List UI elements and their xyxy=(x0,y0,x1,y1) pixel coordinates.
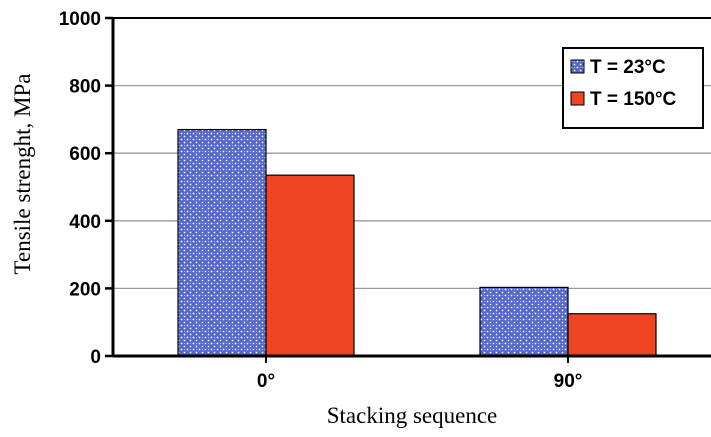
bar-series-2-2 xyxy=(567,313,657,357)
legend: T = 23°C T = 150°C xyxy=(562,47,704,129)
x-tick-label: 0° xyxy=(257,371,275,392)
bar-series-2-1 xyxy=(265,174,355,357)
legend-label-1: T = 23°C xyxy=(590,57,666,78)
legend-swatch-2 xyxy=(570,91,585,106)
x-tick-label: 90° xyxy=(554,371,583,392)
y-tick-label: 800 xyxy=(69,77,101,98)
legend-box xyxy=(562,47,704,129)
y-tick-label: 1000 xyxy=(59,9,101,30)
plot-area: 0 200 400 600 800 1000 0° 90° xyxy=(59,9,711,392)
bar-series-1-2 xyxy=(479,286,569,357)
bar-series-1-1 xyxy=(177,128,267,357)
y-tick-label: 0 xyxy=(90,347,101,368)
legend-label-2: T = 150°C xyxy=(590,89,677,110)
y-tick-label: 400 xyxy=(69,212,101,233)
x-axis-title: Stacking sequence xyxy=(327,403,498,428)
y-tick-label: 600 xyxy=(69,144,101,165)
y-axis-title: Tensile strenght, MPa xyxy=(10,74,35,275)
legend-swatch-1 xyxy=(570,59,585,74)
y-tick-label: 200 xyxy=(69,279,101,300)
